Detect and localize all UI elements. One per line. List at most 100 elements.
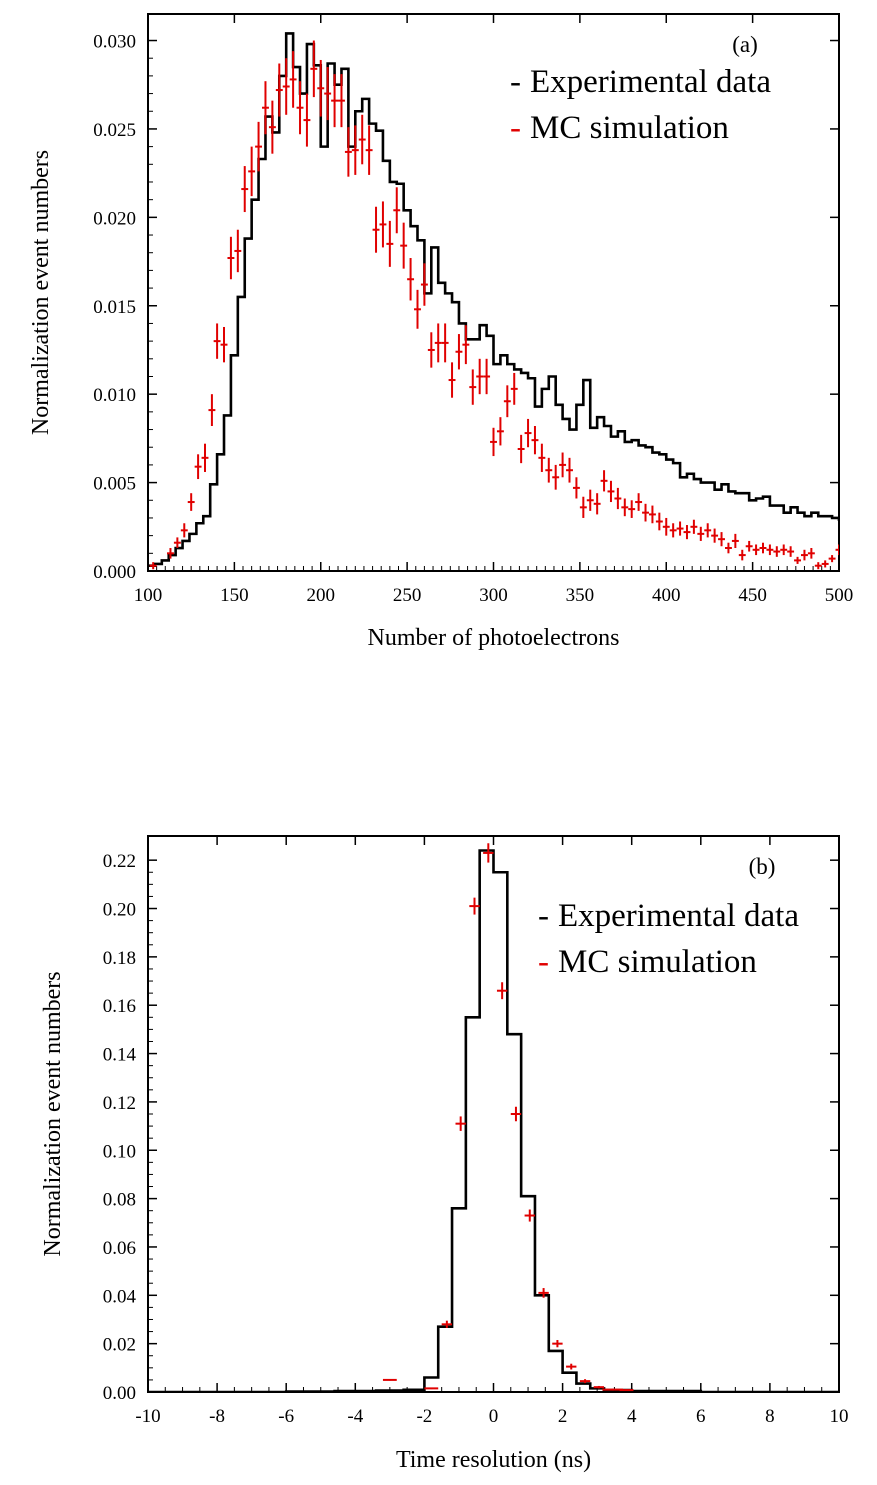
y-tick-label: 0.16 [103,996,136,1017]
mc-data-point [213,323,221,359]
y-tick-label: 0.005 [93,474,136,495]
y-tick-label: 0.00 [103,1383,136,1404]
mc-data-point [524,418,532,448]
y-tick-label: 0.08 [103,1190,136,1211]
x-tick-label: -6 [278,1406,294,1427]
mc-data-point [303,93,311,147]
mc-data-point [552,464,560,490]
mc-data-point [538,1288,549,1298]
mc-data-point [255,121,263,172]
mc-data-point [448,362,456,398]
mc-data-point [814,562,822,570]
y-tick-label: 0.12 [103,1093,136,1114]
legend-marker: - [510,64,521,100]
mc-data-point [635,493,643,511]
y-tick-label: 0.14 [103,1045,137,1066]
mc-data-point [669,523,677,538]
x-tick-label: -10 [135,1406,160,1427]
mc-data-point [752,544,760,556]
x-tick-label: 6 [696,1406,706,1427]
mc-data-point [441,323,449,363]
mc-data-point [496,417,504,446]
mc-data-point [552,1340,563,1348]
mc-data-point [407,258,415,301]
y-axis-label: Normalization event numbers [28,150,54,435]
mc-data-point [690,519,698,534]
mc-data-point [828,555,836,563]
mc-data-point [628,500,636,518]
mc-data-point [393,187,401,234]
mc-data-point [766,544,774,556]
mc-data-point [566,457,573,483]
plot-area [148,843,839,1392]
x-tick-label: 300 [479,585,508,606]
mc-data-point [358,114,366,165]
mc-data-point [379,201,387,248]
x-tick-label: 200 [307,585,336,606]
mc-data-point [427,332,435,368]
mc-data-point [572,477,580,499]
plot-area [148,32,839,570]
mc-data-point [510,372,518,405]
mc-data-point [683,525,691,540]
mc-data-point [835,544,839,556]
mc-data-point [248,146,256,197]
mc-data-point [579,1379,591,1384]
mc-simulation-series [382,843,634,1392]
x-tick-label: -4 [347,1406,363,1427]
mc-data-point [642,503,649,522]
legend-marker: - [538,898,549,934]
mc-data-point [331,74,339,128]
mc-data-point [517,434,525,464]
mc-data-point [662,517,670,536]
mc-data-point [372,206,380,253]
y-tick-label: 0.015 [93,297,136,318]
mc-data-point [365,125,373,175]
x-axis-label: Number of photoelectrons [368,625,620,651]
chart-panel-a: 100 150 200 250 300 350 400 450 500 0.000 0.005 0.0… [28,13,854,651]
mc-data-point [800,549,808,561]
mc-data-point [676,521,684,536]
legend-item-experimental: - Experimental data [538,898,799,934]
mc-data-point [510,1106,522,1122]
legend-label: Experimental data [530,64,771,100]
mc-data-point [455,1116,466,1131]
mc-data-point [531,426,539,455]
y-tick-label: 0.20 [103,900,136,921]
x-tick-label: 500 [825,585,854,606]
mc-data-point [490,427,497,457]
mc-data-point [420,263,428,306]
mc-data-point [745,540,753,552]
mc-data-point [469,897,480,915]
mc-data-point [821,560,829,568]
mc-data-point [282,58,290,115]
mc-data-point [400,222,408,269]
mc-data-point [738,549,746,561]
y-tick-label: 0.22 [103,851,136,872]
mc-data-point [275,63,283,117]
mc-data-point [545,457,553,483]
y-tick-label: 0.020 [93,208,136,229]
mc-data-point [455,334,463,370]
mc-data-point [503,385,511,418]
mc-data-point [559,452,567,478]
panel-label: (a) [732,32,758,57]
y-tick-label: 0.030 [93,32,136,53]
mc-data-point [234,229,242,273]
y-tick-label: 0.000 [93,562,136,583]
legend-item-mc: - MC simulation [538,944,757,980]
mc-data-point [441,1320,453,1328]
mc-data-point [167,548,174,559]
mc-simulation-series [149,40,839,570]
mc-data-point [220,326,228,363]
x-tick-label: 100 [134,585,163,606]
mc-data-point [469,369,477,405]
mc-data-point [794,556,801,564]
legend-marker: - [538,944,549,980]
x-tick-label: 450 [738,585,767,606]
x-tick-label: -8 [209,1406,225,1427]
mc-data-point [780,544,788,556]
mc-data-point [586,489,594,511]
mc-data-point [483,843,494,863]
legend-marker: - [510,110,521,146]
